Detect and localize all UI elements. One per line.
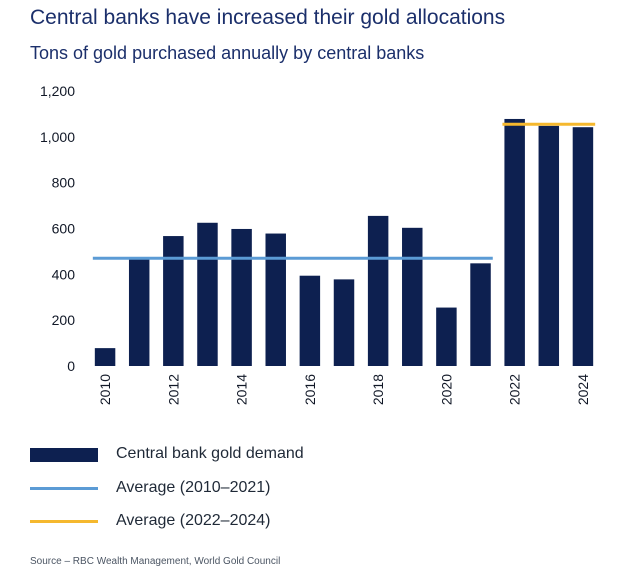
chart-title: Central banks have increased their gold … bbox=[30, 6, 506, 29]
y-tick-label: 200 bbox=[52, 312, 76, 328]
bar-2024 bbox=[572, 127, 594, 366]
y-tick-label: 1,000 bbox=[40, 129, 75, 145]
legend-label: Average (2010–2021) bbox=[116, 479, 271, 496]
bar-2019 bbox=[402, 227, 423, 366]
source-note: Source – RBC Wealth Management, World Go… bbox=[30, 556, 281, 567]
y-tick-label: 1,200 bbox=[40, 83, 75, 99]
bar-2020 bbox=[436, 307, 457, 366]
bar-2014 bbox=[231, 228, 252, 366]
bar-2010 bbox=[94, 348, 116, 366]
bar-2011 bbox=[128, 258, 150, 366]
legend-label: Average (2022–2024) bbox=[116, 512, 271, 529]
y-tick-label: 800 bbox=[52, 175, 76, 191]
y-tick-label: 400 bbox=[52, 266, 76, 282]
legend-swatch-line bbox=[30, 520, 98, 523]
bar-2023 bbox=[538, 125, 560, 366]
bar-2012 bbox=[163, 236, 184, 366]
bar-2022 bbox=[504, 118, 525, 366]
x-tick-label: 2018 bbox=[370, 374, 386, 405]
legend-swatch-bar bbox=[30, 448, 98, 462]
x-tick-label: 2016 bbox=[302, 374, 318, 405]
x-tick-label: 2014 bbox=[234, 374, 250, 405]
legend-label: Central bank gold demand bbox=[116, 445, 304, 462]
bar-2021 bbox=[470, 263, 491, 366]
y-tick-label: 0 bbox=[67, 358, 75, 374]
bar-2017 bbox=[333, 279, 355, 366]
bar-chart: 0 200 400 600 800 1,000 1,200 2010 2012 2014 2016 2… bbox=[40, 83, 596, 405]
x-tick-label: 2022 bbox=[507, 374, 523, 405]
x-tick-label: 2010 bbox=[97, 374, 113, 405]
y-tick-label: 600 bbox=[52, 221, 76, 237]
legend-swatch-line bbox=[30, 487, 98, 490]
x-tick-label: 2012 bbox=[165, 374, 181, 405]
bar-2018 bbox=[367, 215, 389, 366]
x-tick-label: 2020 bbox=[438, 374, 454, 405]
chart-subtitle: Tons of gold purchased annually by centr… bbox=[30, 43, 425, 63]
bar-2015 bbox=[265, 233, 286, 366]
bar-2013 bbox=[197, 222, 218, 366]
x-tick-label: 2024 bbox=[575, 374, 591, 405]
bar-2016 bbox=[299, 275, 321, 366]
